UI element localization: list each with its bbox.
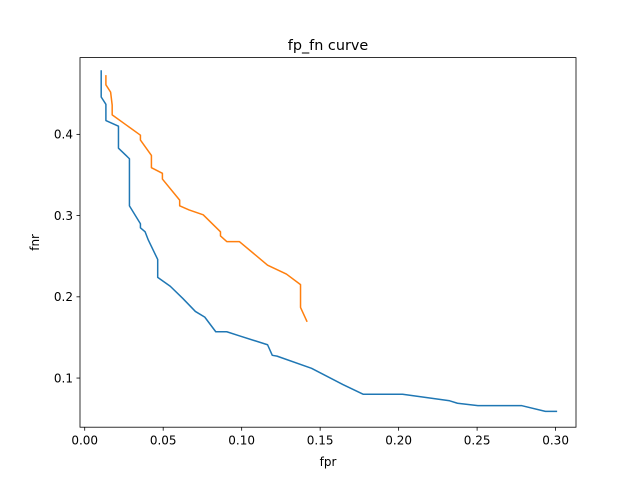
series-line-2 [105,75,308,323]
chart-title: fp_fn curve [288,38,369,54]
y-tick-label: 0.4 [54,128,73,142]
x-tick-label: 0.10 [228,434,255,448]
y-tick-label: 0.2 [54,290,73,304]
series-layer [100,70,558,413]
plot-area-frame [79,57,577,428]
x-tick-label: 0.30 [542,434,569,448]
y-axis-ticks: 0.1 0.2 0.3 0.4 [54,128,80,385]
x-tick-label: 0.20 [385,434,412,448]
x-tick-label: 0.25 [464,434,491,448]
series-line-1 [100,70,558,413]
x-axis-ticks: 0.00 0.05 0.10 0.15 0.20 0.25 0.30 [71,427,569,448]
y-tick-label: 0.3 [54,209,73,223]
y-axis-label: fnr [28,234,42,251]
x-tick-label: 0.15 [307,434,334,448]
x-axis-label: fpr [320,455,337,469]
x-tick-label: 0.05 [150,434,177,448]
x-tick-label: 0.00 [71,434,98,448]
y-tick-label: 0.1 [54,371,73,385]
